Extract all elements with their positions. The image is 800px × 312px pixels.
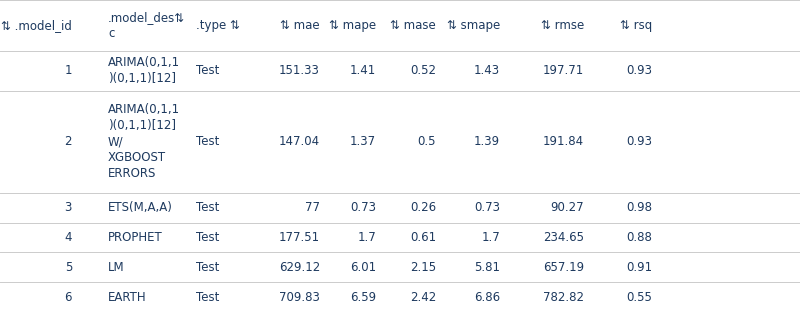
Text: 6.01: 6.01	[350, 261, 376, 274]
Text: 6.59: 6.59	[350, 290, 376, 304]
Text: Test: Test	[196, 201, 219, 214]
Text: 0.98: 0.98	[626, 201, 652, 214]
Text: ⇅ smape: ⇅ smape	[446, 19, 500, 32]
Text: ARIMA(0,1,1
)(0,1,1)[12]
W/
XGBOOST
ERRORS: ARIMA(0,1,1 )(0,1,1)[12] W/ XGBOOST ERRO…	[108, 104, 180, 180]
Text: 0.5: 0.5	[418, 135, 436, 149]
Text: 2: 2	[65, 135, 72, 149]
Text: 147.04: 147.04	[279, 135, 320, 149]
Text: 0.26: 0.26	[410, 201, 436, 214]
Text: 0.88: 0.88	[626, 231, 652, 244]
Text: 191.84: 191.84	[543, 135, 584, 149]
Text: 0.52: 0.52	[410, 65, 436, 77]
Text: 3: 3	[65, 201, 72, 214]
Text: ⇅ rsq: ⇅ rsq	[620, 19, 652, 32]
Text: 234.65: 234.65	[543, 231, 584, 244]
Text: 782.82: 782.82	[543, 290, 584, 304]
Text: Test: Test	[196, 261, 219, 274]
Text: 709.83: 709.83	[279, 290, 320, 304]
Text: 1.7: 1.7	[358, 231, 376, 244]
Text: Test: Test	[196, 65, 219, 77]
Text: 1.41: 1.41	[350, 65, 376, 77]
Text: 629.12: 629.12	[278, 261, 320, 274]
Text: PROPHET: PROPHET	[108, 231, 162, 244]
Text: 5.81: 5.81	[474, 261, 500, 274]
Text: 657.19: 657.19	[543, 261, 584, 274]
Text: ⇅ .model_id: ⇅ .model_id	[1, 19, 72, 32]
Text: 6: 6	[65, 290, 72, 304]
Text: 0.73: 0.73	[350, 201, 376, 214]
Text: ⇅ mase: ⇅ mase	[390, 19, 436, 32]
Text: Test: Test	[196, 231, 219, 244]
Text: LM: LM	[108, 261, 125, 274]
Text: 0.55: 0.55	[626, 290, 652, 304]
Text: 151.33: 151.33	[279, 65, 320, 77]
Text: ⇅ mape: ⇅ mape	[329, 19, 376, 32]
Text: .type ⇅: .type ⇅	[196, 19, 240, 32]
Text: Test: Test	[196, 290, 219, 304]
Text: 4: 4	[65, 231, 72, 244]
Text: ARIMA(0,1,1
)(0,1,1)[12]: ARIMA(0,1,1 )(0,1,1)[12]	[108, 56, 180, 85]
Text: .model_des⇅
c: .model_des⇅ c	[108, 11, 185, 40]
Text: 0.61: 0.61	[410, 231, 436, 244]
Text: 2.15: 2.15	[410, 261, 436, 274]
Text: 1.43: 1.43	[474, 65, 500, 77]
Text: 0.93: 0.93	[626, 135, 652, 149]
Text: 0.93: 0.93	[626, 65, 652, 77]
Text: 177.51: 177.51	[279, 231, 320, 244]
Text: ETS(M,A,A): ETS(M,A,A)	[108, 201, 173, 214]
Text: 0.73: 0.73	[474, 201, 500, 214]
Text: 197.71: 197.71	[542, 65, 584, 77]
Text: 6.86: 6.86	[474, 290, 500, 304]
Text: 77: 77	[305, 201, 320, 214]
Text: Test: Test	[196, 135, 219, 149]
Text: 2.42: 2.42	[410, 290, 436, 304]
Text: 1: 1	[65, 65, 72, 77]
Text: 1.7: 1.7	[482, 231, 500, 244]
Text: 1.39: 1.39	[474, 135, 500, 149]
Text: 5: 5	[65, 261, 72, 274]
Text: 0.91: 0.91	[626, 261, 652, 274]
Text: ⇅ mae: ⇅ mae	[280, 19, 320, 32]
Text: 1.37: 1.37	[350, 135, 376, 149]
Text: ⇅ rmse: ⇅ rmse	[541, 19, 584, 32]
Text: 90.27: 90.27	[550, 201, 584, 214]
Text: EARTH: EARTH	[108, 290, 146, 304]
